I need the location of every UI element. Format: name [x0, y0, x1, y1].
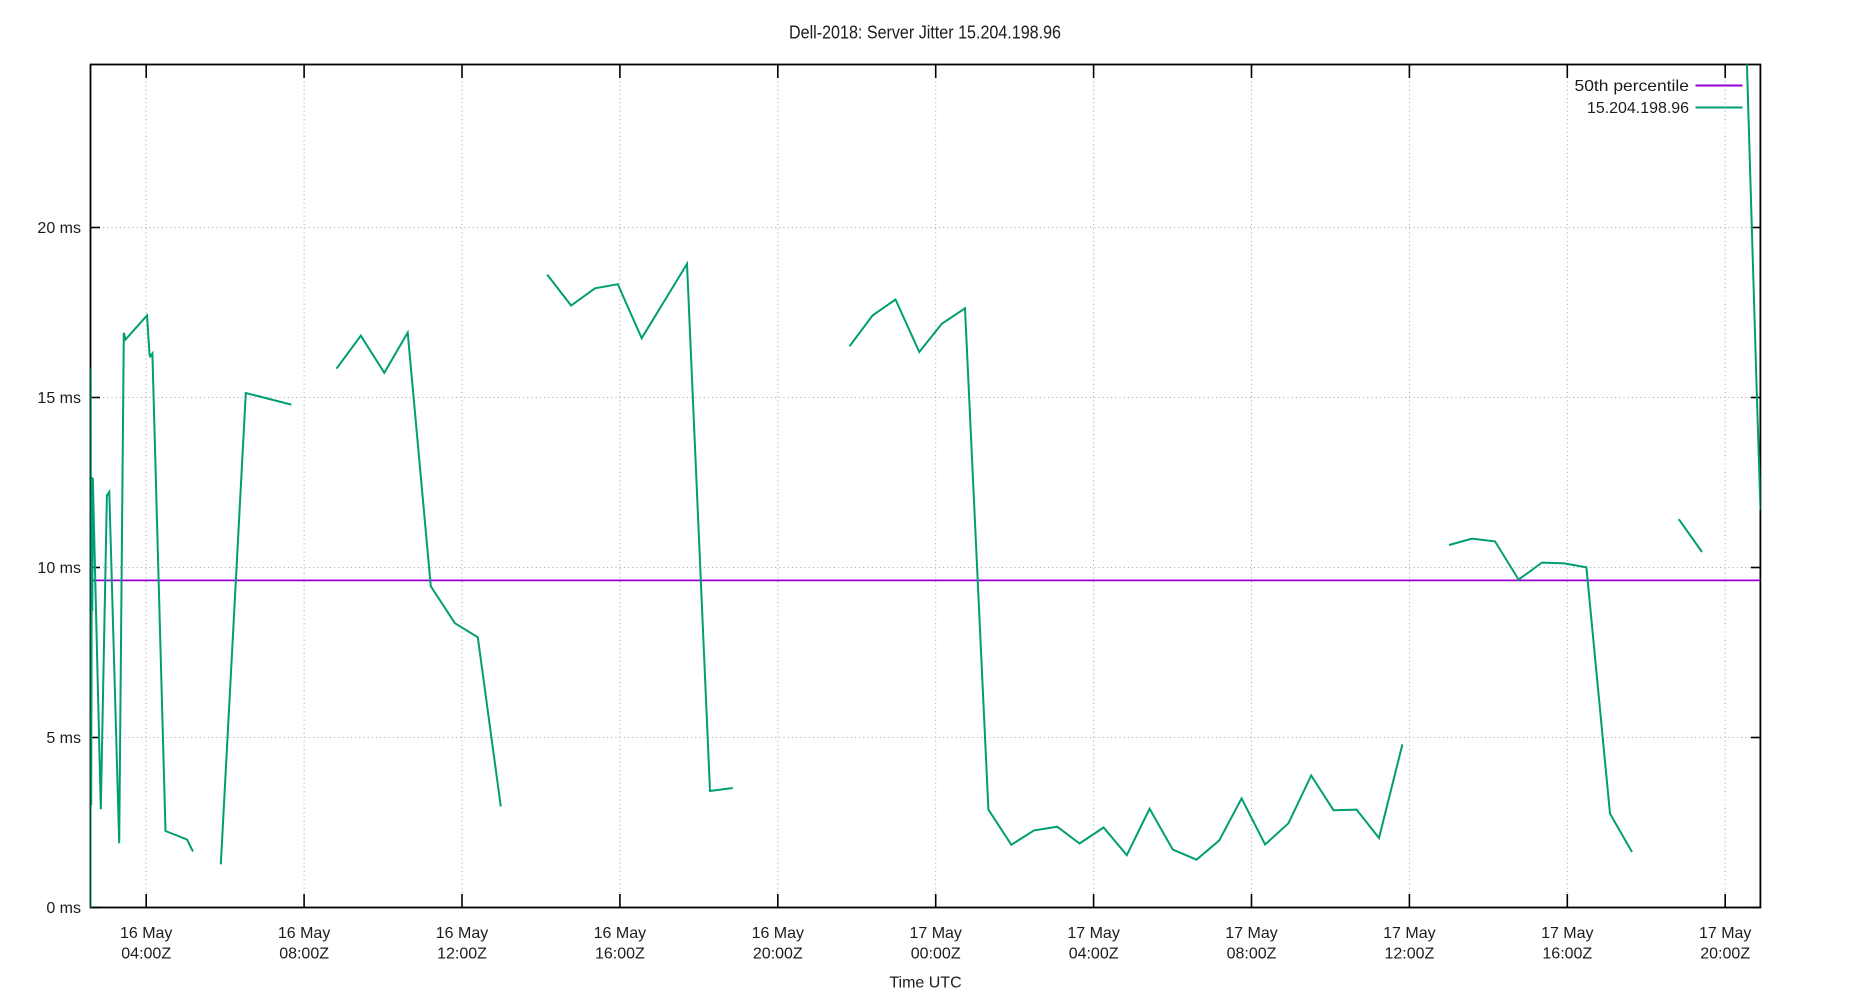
svg-text:5 ms: 5 ms: [46, 730, 81, 747]
svg-text:16:00Z: 16:00Z: [1542, 946, 1592, 963]
svg-text:50th percentile: 50th percentile: [1575, 78, 1690, 95]
svg-text:10 ms: 10 ms: [37, 560, 81, 577]
svg-text:16 May: 16 May: [594, 925, 646, 942]
svg-text:16:00Z: 16:00Z: [595, 946, 645, 963]
svg-text:17 May: 17 May: [1541, 925, 1593, 942]
svg-text:12:00Z: 12:00Z: [1384, 946, 1434, 963]
svg-text:04:00Z: 04:00Z: [1069, 946, 1119, 963]
svg-text:15 ms: 15 ms: [37, 390, 81, 407]
svg-text:17 May: 17 May: [1699, 925, 1751, 942]
svg-text:04:00Z: 04:00Z: [121, 946, 171, 963]
svg-text:08:00Z: 08:00Z: [1227, 946, 1277, 963]
svg-text:16 May: 16 May: [278, 925, 330, 942]
svg-text:20 ms: 20 ms: [37, 220, 81, 237]
svg-text:12:00Z: 12:00Z: [437, 946, 487, 963]
svg-text:16 May: 16 May: [752, 925, 804, 942]
svg-text:15.204.198.96: 15.204.198.96: [1587, 100, 1689, 117]
svg-text:17 May: 17 May: [1067, 925, 1119, 942]
svg-text:17 May: 17 May: [1383, 925, 1435, 942]
svg-text:17 May: 17 May: [909, 925, 961, 942]
svg-text:08:00Z: 08:00Z: [279, 946, 329, 963]
svg-text:Dell-2018: Server Jitter 15.20: Dell-2018: Server Jitter 15.204.198.96: [789, 23, 1061, 43]
svg-text:0 ms: 0 ms: [46, 900, 81, 917]
svg-text:16 May: 16 May: [120, 925, 172, 942]
svg-text:17 May: 17 May: [1225, 925, 1277, 942]
svg-text:20:00Z: 20:00Z: [1700, 946, 1750, 963]
svg-text:Time UTC: Time UTC: [889, 975, 961, 992]
svg-text:16 May: 16 May: [436, 925, 488, 942]
svg-text:00:00Z: 00:00Z: [911, 946, 961, 963]
svg-text:20:00Z: 20:00Z: [753, 946, 803, 963]
